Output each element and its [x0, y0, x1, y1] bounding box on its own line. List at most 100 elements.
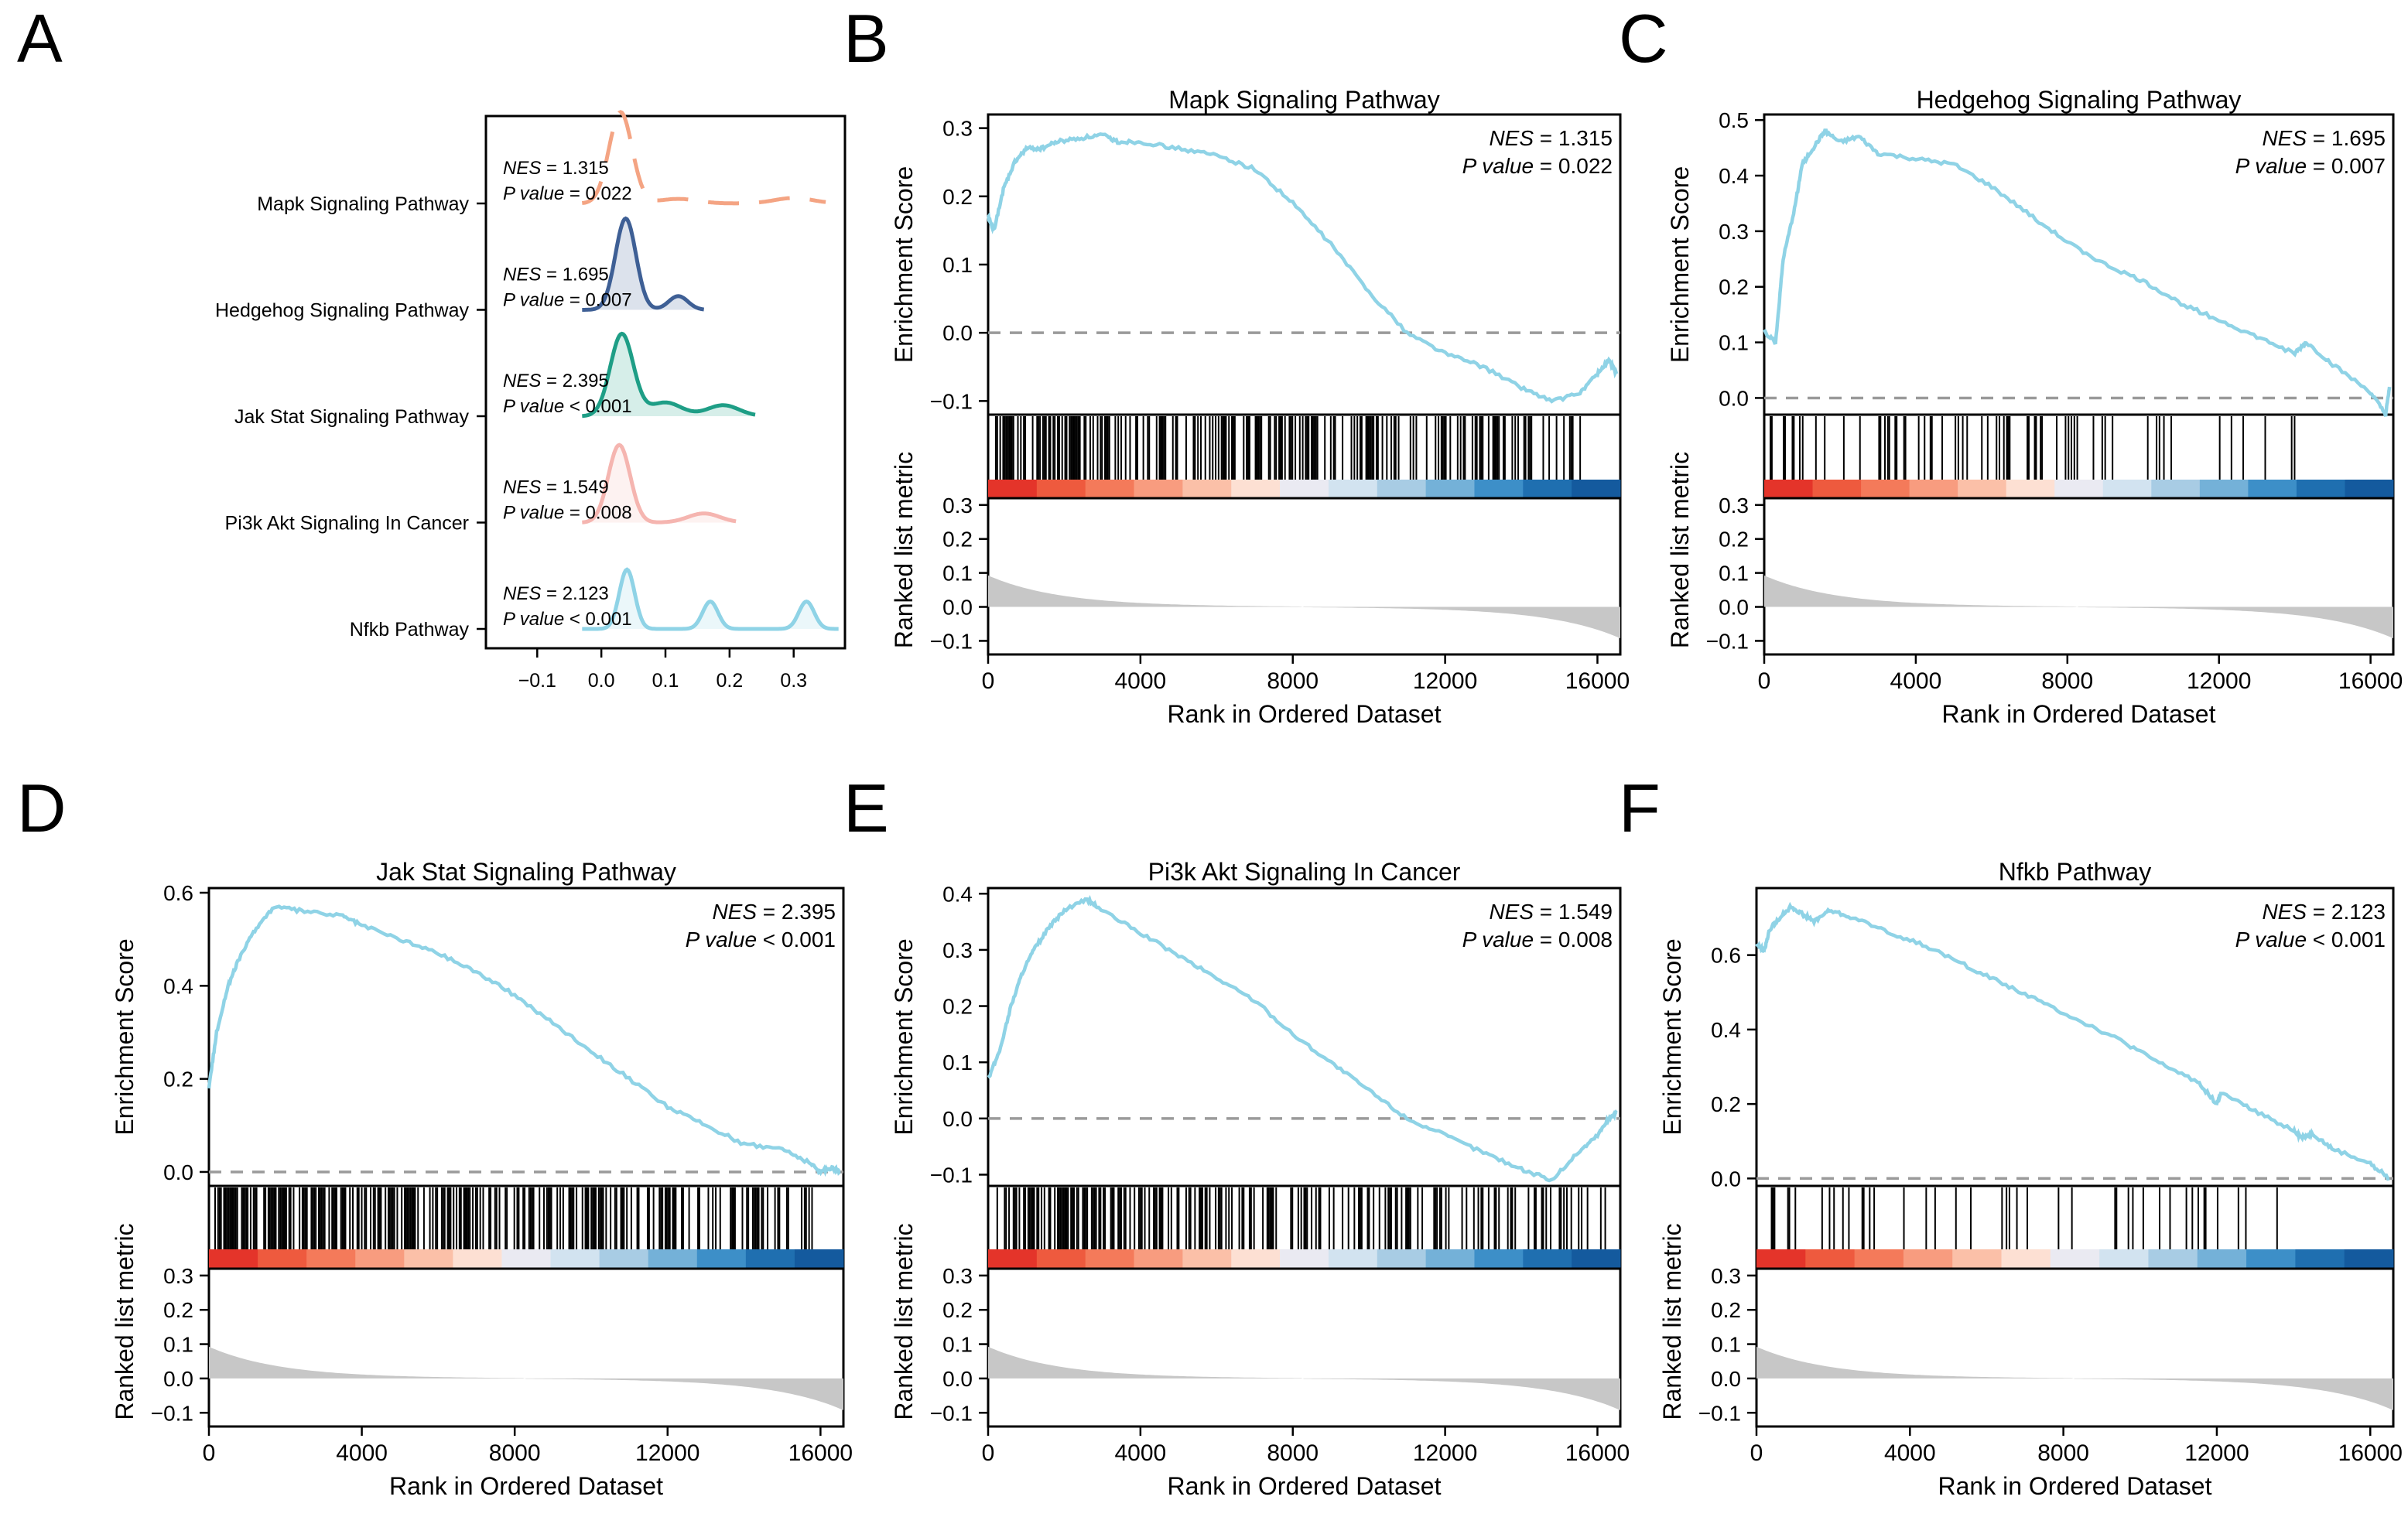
ridge-label: Nfkb Pathway [350, 619, 470, 641]
rank-bar-segment [1861, 480, 1910, 498]
es-y-axis-label: Enrichment Score [1658, 938, 1686, 1135]
rank-bar-segment [1474, 1249, 1524, 1269]
rank-bar-segment [1474, 480, 1524, 498]
hit-lines [214, 1187, 813, 1249]
rank-bar-segment [1377, 480, 1427, 498]
panel-e-gsea-plot: Pi3k Akt Signaling In Cancer −0.1 0.0 0.1 0.… [890, 858, 1630, 1500]
es-y-tick-label: 0.4 [1711, 1018, 1741, 1042]
rank-bar-segment [2296, 480, 2345, 498]
x-tick-label: 0.2 [716, 670, 743, 692]
ridge-4: Pi3k Akt Signaling In Cancer NES = 1.549 P… [225, 442, 737, 535]
rank-color-bar [988, 1249, 1621, 1269]
metric-frame [1755, 1267, 2395, 1428]
metric-y-tick-label: −0.1 [151, 1401, 193, 1425]
p-value-label: P value < 0.001 [686, 928, 836, 952]
es-y-tick-label: 0.3 [942, 117, 973, 141]
x-tick-label: 8000 [2041, 668, 2093, 694]
ridge-5: Nfkb Pathway NES = 2.123 P value < 0.001 [350, 567, 839, 641]
rank-bar-segment [1085, 1249, 1135, 1269]
metric-y-axis-label: Ranked list metric [111, 1223, 139, 1420]
rank-bar-segment [1182, 480, 1232, 498]
ridge-nes: NES = 1.549 [503, 477, 609, 498]
x-tick-label: 4000 [336, 1440, 388, 1466]
rank-bar-segment [209, 1249, 258, 1269]
ridge-fill [582, 218, 704, 310]
nes-label: NES = 1.315 [1489, 126, 1613, 150]
es-y-tick-label: −0.1 [930, 1163, 973, 1187]
metric-y-axis-label: Ranked list metric [890, 452, 918, 648]
es-y-tick-label: 0.4 [1719, 164, 1749, 188]
metric-frame [987, 497, 1622, 656]
es-y-tick-label: 0.4 [163, 974, 193, 998]
rank-bar-segment [1903, 1249, 1953, 1269]
panel-letter-f: F [1619, 770, 1661, 846]
panel-title: Hedgehog Signaling Pathway [1917, 86, 2242, 114]
rank-bar-segment [550, 1249, 600, 1269]
x-tick-label: 8000 [489, 1440, 541, 1466]
rank-bar-segment [745, 1249, 795, 1269]
metric-y-tick-label: −0.1 [930, 629, 973, 653]
ridge-2: Hedgehog Signaling Pathway NES = 1.695 P v… [215, 216, 705, 322]
ridge-3: Jak Stat Signaling Pathway NES = 2.395 P v… [234, 331, 756, 428]
ridge-fill [582, 445, 737, 523]
rank-color-bar [1756, 1249, 2394, 1269]
rank-bar-segment [2248, 480, 2297, 498]
rank-bar-segment [988, 480, 1038, 498]
x-tick-label: 0.0 [588, 670, 615, 692]
ridge-density-line [581, 110, 826, 206]
enrichment-score-curve [1755, 901, 2390, 1181]
x-tick-label: 12000 [2187, 668, 2251, 694]
es-y-tick-label: 0.2 [163, 1068, 193, 1092]
ranked-metric-area [209, 1346, 843, 1410]
rank-bar-segment [1280, 1249, 1329, 1269]
ranked-metric-area [988, 1346, 1620, 1410]
rank-bar-segment [599, 1249, 649, 1269]
rank-bar-segment [1952, 1249, 2003, 1269]
metric-y-tick-label: 0.3 [1711, 1264, 1741, 1288]
x-tick-label: 0.1 [652, 670, 679, 692]
ridge-fill [582, 333, 755, 416]
rank-bar-segment [1854, 1249, 1904, 1269]
es-y-tick-label: 0.0 [942, 1107, 973, 1131]
x-tick-label: 4000 [1114, 668, 1166, 694]
rank-bar-segment [1280, 480, 1329, 498]
rank-bar-segment [1231, 1249, 1281, 1269]
ridge-nes: NES = 1.695 [503, 265, 609, 285]
x-tick-label: 16000 [2338, 668, 2403, 694]
nes-label: NES = 1.549 [1489, 900, 1613, 924]
rank-bar-segment [2006, 480, 2055, 498]
ranked-metric-area [988, 575, 1620, 639]
x-tick-label: 0 [982, 1440, 995, 1466]
rank-bar-segment [2199, 480, 2249, 498]
metric-y-tick-label: 0.2 [942, 528, 973, 552]
x-tick-label: 8000 [2037, 1440, 2089, 1466]
x-tick-label: 0 [203, 1440, 216, 1466]
rank-bar-segment [453, 1249, 502, 1269]
x-tick-label: −0.1 [518, 670, 556, 692]
nes-label: NES = 2.395 [712, 900, 836, 924]
enrichment-score-curve [1763, 128, 2392, 417]
ridge-label: Jak Stat Signaling Pathway [234, 406, 469, 428]
ridge-density-line [582, 331, 756, 419]
rank-bar-segment [1425, 480, 1475, 498]
ridge-nes: NES = 2.395 [503, 371, 609, 391]
panel-letter-e: E [843, 770, 889, 846]
metric-y-tick-label: −0.1 [930, 1401, 973, 1425]
panel-title: Jak Stat Signaling Pathway [376, 858, 676, 886]
metric-y-tick-label: 0.0 [163, 1367, 193, 1391]
rank-bar-segment [2295, 1249, 2345, 1269]
rank-bar-segment [1572, 480, 1621, 498]
rank-bar-segment [1909, 480, 1958, 498]
es-y-axis-label: Enrichment Score [1666, 166, 1694, 363]
ridge-density-line [582, 567, 839, 631]
ridge-p-value: P value = 0.022 [503, 183, 632, 204]
rank-bar-segment [1134, 1249, 1183, 1269]
rank-bar-segment [1958, 480, 2007, 498]
es-y-tick-label: −0.1 [930, 389, 973, 413]
es-y-tick-label: 0.3 [942, 938, 973, 962]
rank-color-bar [1764, 480, 2394, 498]
x-tick-label: 8000 [1267, 1440, 1319, 1466]
es-y-tick-label: 0.5 [1719, 108, 1749, 132]
enrichment-score-curve [987, 894, 1618, 1183]
